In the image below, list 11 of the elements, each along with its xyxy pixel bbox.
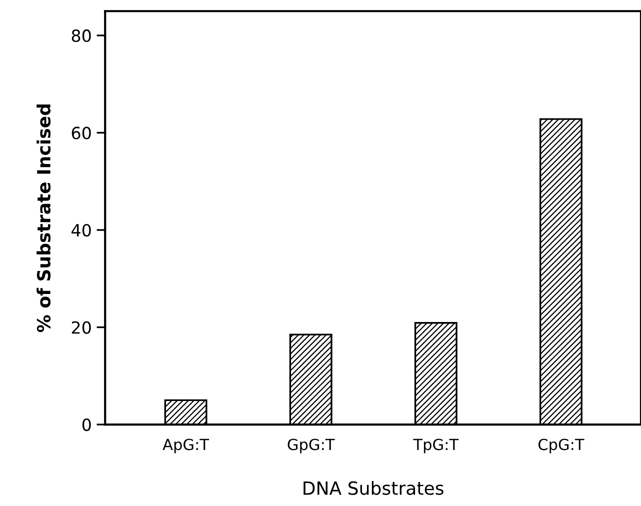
y-tick-label: 40	[72, 224, 91, 237]
y-tick-label: 0	[82, 418, 91, 432]
x-tick-label: TpG:T	[413, 438, 459, 454]
y-tick-label: 60	[72, 126, 91, 140]
x-tick-label: ApG:T	[162, 438, 210, 454]
x-tick-label: CpG:T	[538, 438, 584, 454]
y-tick-label: 80	[72, 29, 91, 42]
y-tick-label: 20	[72, 321, 91, 334]
x-axis-title: DNA Substrates	[304, 480, 444, 495]
x-tick-label: GpG:T	[288, 438, 335, 454]
y-axis-title: % of Substrate Incised	[36, 104, 51, 332]
